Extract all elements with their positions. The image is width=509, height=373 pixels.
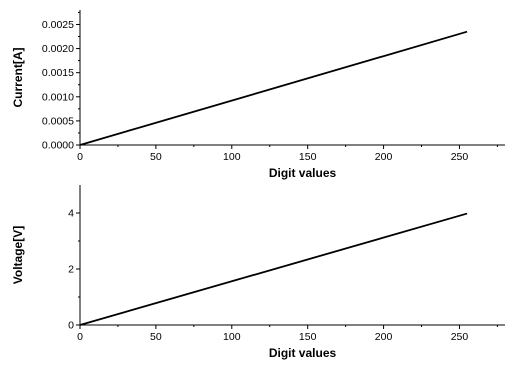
voltage-y-tick-label: 2 [68, 264, 74, 276]
current-y-tick-label: 0.0000 [42, 140, 74, 152]
voltage-y-tick-label: 4 [68, 208, 74, 220]
voltage-x-tick-label: 150 [299, 331, 317, 343]
voltage-y-axis-title: Voltage[V] [11, 226, 25, 284]
voltage-x-tick-label: 50 [150, 331, 162, 343]
voltage-x-tick-label: 100 [223, 331, 241, 343]
voltage-series-line [79, 212, 468, 326]
current-y-tick-label: 0.0005 [42, 115, 74, 127]
voltage-x-tick-label: 200 [375, 331, 393, 343]
current-y-tick-label: 0.0025 [42, 19, 74, 31]
current-y-tick-label: 0.0020 [42, 43, 74, 55]
voltage-x-tick-label: 0 [77, 331, 83, 343]
current-chart-panel: 0 50 100 150 200 250 0.0000 0.0005 0.0010 0.0015 0… [11, 10, 505, 180]
voltage-x-tick-label: 250 [451, 331, 469, 343]
current-y-tick-label: 0.0015 [42, 67, 74, 79]
voltage-chart-panel: 0 50 100 150 200 250 0 2 4 Digit values Voltage[V] [11, 185, 505, 360]
current-series-line [79, 30, 468, 146]
current-x-tick-label: 250 [451, 151, 469, 163]
current-x-tick-label: 50 [150, 151, 162, 163]
current-y-tick-label: 0.0010 [42, 91, 74, 103]
voltage-y-tick-label: 0 [68, 320, 74, 332]
current-x-tick-label: 100 [223, 151, 241, 163]
current-y-axis-title: Current[A] [11, 48, 25, 108]
voltage-x-axis-title: Digit values [269, 346, 337, 360]
current-x-tick-label: 150 [299, 151, 317, 163]
current-x-tick-label: 0 [77, 151, 83, 163]
current-x-axis-title: Digit values [269, 166, 337, 180]
current-x-tick-label: 200 [375, 151, 393, 163]
